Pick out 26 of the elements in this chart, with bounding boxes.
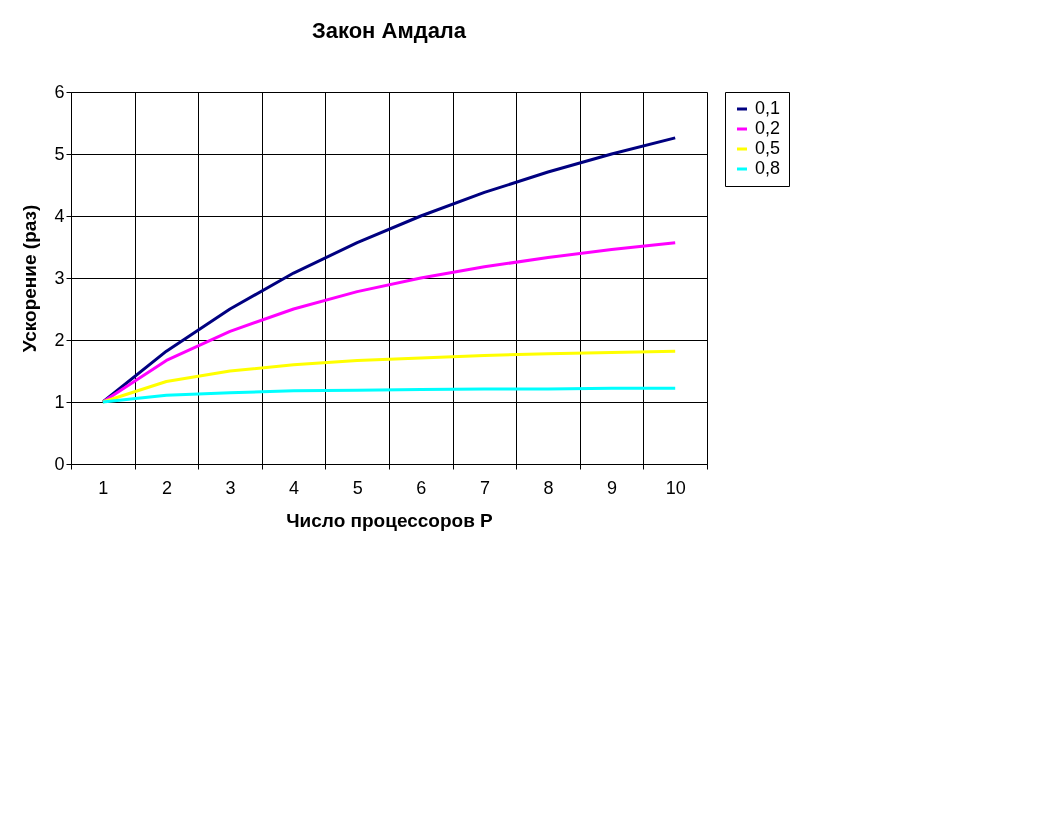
legend-label: 0,1 bbox=[755, 98, 781, 118]
x-tick-label: 5 bbox=[352, 477, 363, 498]
legend-label: 0,8 bbox=[755, 158, 781, 178]
y-tick-label: 5 bbox=[54, 143, 65, 164]
y-tick-label: 6 bbox=[54, 81, 65, 102]
x-tick-label: 3 bbox=[225, 477, 236, 498]
x-axis-title: Число процессоров P bbox=[286, 509, 494, 531]
x-tick-label: 7 bbox=[479, 477, 490, 498]
y-tick-label: 0 bbox=[54, 453, 65, 474]
legend-label: 0,5 bbox=[755, 138, 781, 158]
y-tick-label: 4 bbox=[54, 205, 65, 226]
line-series bbox=[101, 386, 677, 404]
x-tick-label: 2 bbox=[161, 477, 172, 498]
x-tick-label: 8 bbox=[543, 477, 554, 498]
x-tick-label: 6 bbox=[416, 477, 427, 498]
x-tick-label: 10 bbox=[665, 477, 686, 498]
x-tick-label: 1 bbox=[98, 477, 109, 498]
y-tick-label: 1 bbox=[54, 391, 65, 412]
line-series bbox=[101, 241, 677, 404]
y-axis-title: Ускорение (раз) bbox=[19, 204, 41, 353]
x-tick-label: 4 bbox=[289, 477, 300, 498]
y-tick-label: 3 bbox=[54, 267, 65, 288]
chart-title: Закон Амдала bbox=[311, 18, 467, 43]
legend-label: 0,2 bbox=[755, 118, 781, 138]
x-tick-label: 9 bbox=[607, 477, 618, 498]
y-tick-label: 2 bbox=[54, 329, 65, 350]
